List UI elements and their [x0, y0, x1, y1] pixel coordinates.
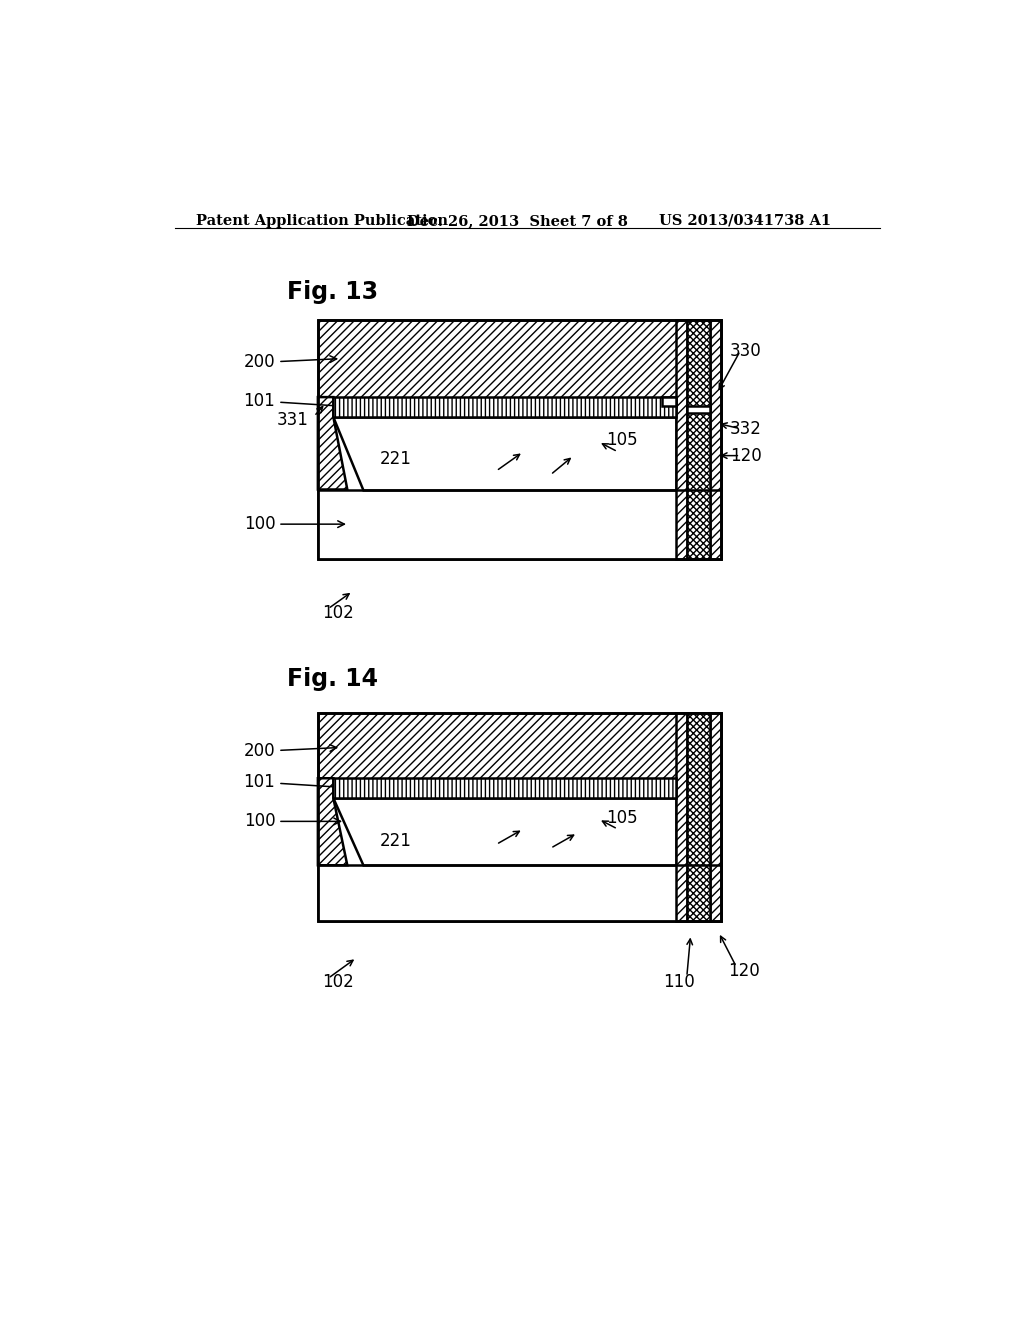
- Bar: [676, 321, 687, 558]
- Text: 200: 200: [244, 742, 337, 760]
- Text: 101: 101: [244, 774, 352, 791]
- Bar: [662, 397, 676, 407]
- Bar: [662, 397, 676, 407]
- Text: 221: 221: [380, 832, 412, 850]
- Bar: [676, 321, 721, 558]
- Bar: [676, 713, 721, 921]
- Bar: [334, 397, 676, 490]
- Text: 330: 330: [730, 342, 762, 360]
- Text: 101: 101: [244, 392, 352, 411]
- Text: 105: 105: [606, 809, 638, 826]
- Bar: [317, 321, 721, 558]
- Polygon shape: [317, 779, 347, 866]
- Bar: [710, 713, 721, 921]
- Bar: [710, 321, 721, 558]
- Bar: [676, 713, 687, 921]
- Bar: [317, 321, 721, 558]
- Text: Patent Application Publication: Patent Application Publication: [197, 214, 449, 228]
- Bar: [317, 866, 721, 921]
- Text: 331: 331: [276, 412, 308, 429]
- Bar: [334, 779, 676, 866]
- Text: 332: 332: [730, 420, 762, 438]
- Bar: [317, 713, 721, 921]
- Polygon shape: [334, 417, 676, 490]
- Text: 120: 120: [730, 446, 762, 465]
- Text: Fig. 13: Fig. 13: [287, 280, 378, 304]
- Text: 102: 102: [322, 603, 353, 622]
- Text: US 2013/0341738 A1: US 2013/0341738 A1: [658, 214, 831, 228]
- Polygon shape: [317, 397, 347, 490]
- Bar: [687, 407, 710, 412]
- Text: 100: 100: [244, 812, 341, 830]
- Text: 120: 120: [729, 962, 761, 979]
- Polygon shape: [334, 799, 676, 866]
- Bar: [687, 321, 710, 558]
- Text: 102: 102: [322, 973, 353, 991]
- Bar: [317, 713, 721, 921]
- Bar: [334, 397, 676, 417]
- Text: Fig. 14: Fig. 14: [287, 667, 378, 690]
- Text: Dec. 26, 2013  Sheet 7 of 8: Dec. 26, 2013 Sheet 7 of 8: [407, 214, 628, 228]
- Bar: [687, 713, 710, 921]
- Text: 105: 105: [606, 432, 638, 449]
- Bar: [334, 779, 676, 799]
- Bar: [317, 490, 721, 558]
- Text: 100: 100: [244, 515, 344, 533]
- Text: 221: 221: [380, 450, 412, 469]
- Text: 200: 200: [244, 354, 337, 371]
- Text: 110: 110: [664, 973, 695, 991]
